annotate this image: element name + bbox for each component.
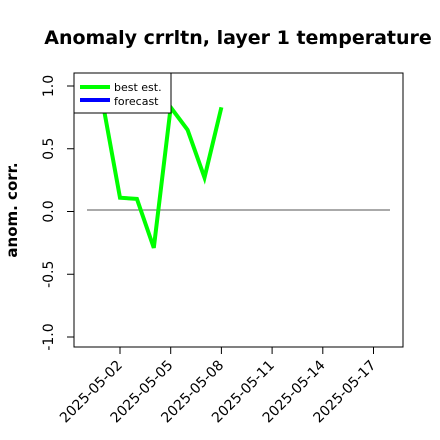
legend-box [73, 72, 172, 114]
legend: best est. forecast [73, 72, 172, 114]
chart-title: Anomaly crrltn, layer 1 temperature [44, 27, 432, 49]
y-axis-label: anom. corr. [3, 162, 21, 257]
plot-area [73, 72, 404, 348]
y-tick-label: -0.5 [41, 261, 57, 288]
x-axis: 2025-05-022025-05-052025-05-082025-05-11… [57, 347, 379, 426]
y-tick-label: 1.0 [41, 75, 57, 97]
legend-label-best-est: best est. [114, 81, 162, 94]
y-axis: -1.0 -0.5 0.0 0.5 1.0 [41, 75, 74, 351]
y-tick-label: 0.0 [41, 200, 57, 222]
legend-label-forecast: forecast [114, 95, 159, 108]
y-tick-label: -1.0 [41, 323, 57, 350]
series-line-0 [101, 102, 224, 249]
y-tick-label: 0.5 [41, 138, 57, 160]
series-layer [101, 102, 224, 249]
